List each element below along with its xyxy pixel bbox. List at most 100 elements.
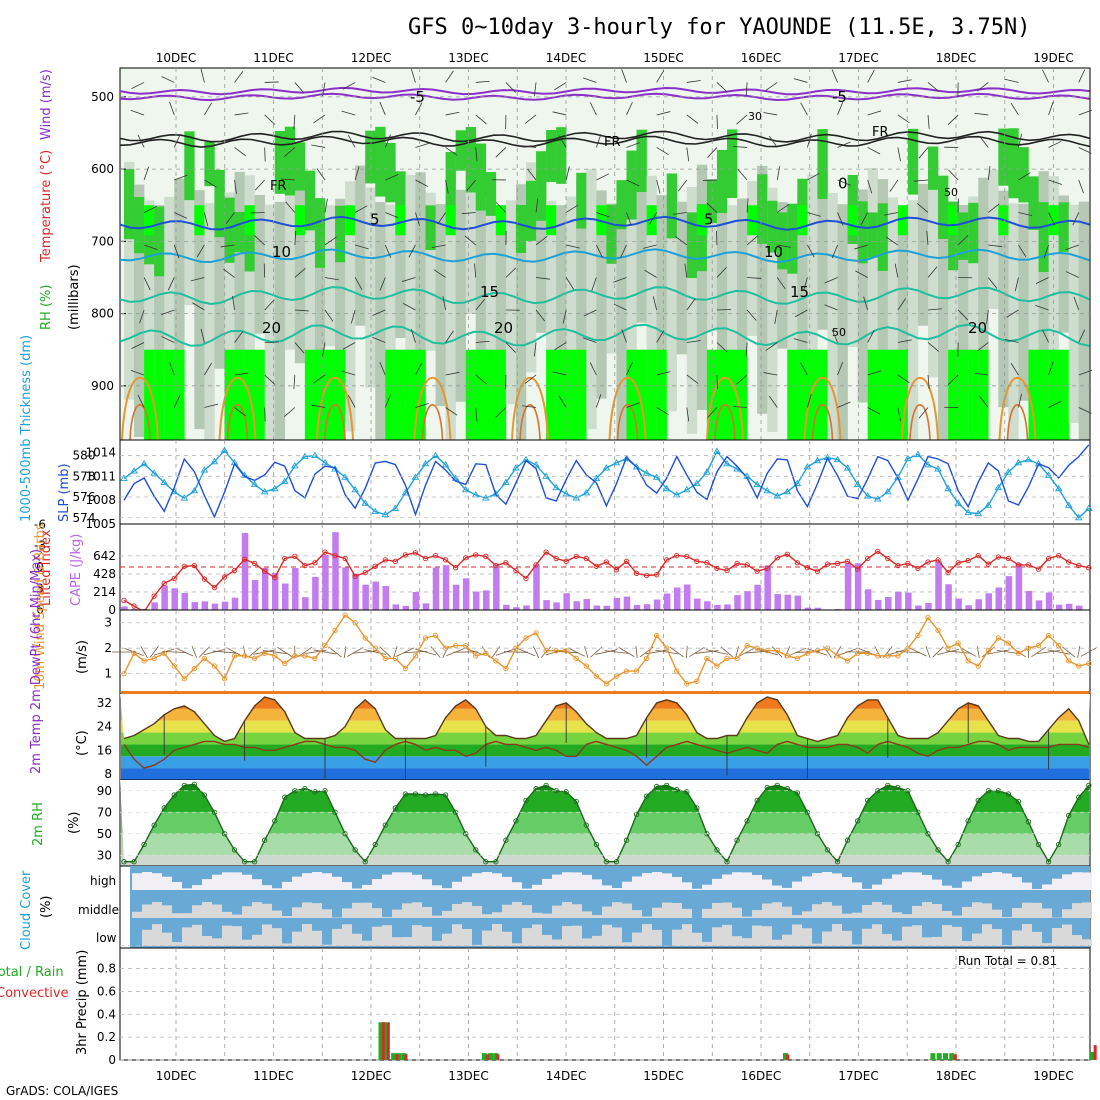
wind-barb xyxy=(889,179,899,192)
total-precip-bar xyxy=(391,1053,397,1060)
lifted-index-point xyxy=(804,565,811,571)
wind-barb xyxy=(196,244,205,258)
cape-bar xyxy=(483,590,490,610)
middle-cloud-bar xyxy=(522,905,532,918)
low-cloud-bar xyxy=(862,928,872,946)
high-cloud-bar xyxy=(312,872,322,890)
thickness-point xyxy=(421,459,430,467)
wind-speed-point xyxy=(432,632,439,639)
wind-barb xyxy=(831,244,838,259)
wind-barb xyxy=(897,407,901,422)
wind-barb xyxy=(433,269,446,278)
thickness-point xyxy=(190,486,199,494)
middle-cloud-bar xyxy=(422,906,432,918)
lifted-index-point xyxy=(1015,562,1022,568)
cape-bar xyxy=(754,584,761,610)
contour-minus5a xyxy=(119,86,1090,96)
middle-cloud-bar xyxy=(402,903,412,918)
surface-wind-barb xyxy=(263,650,287,654)
precip-tick-label: 0.4 xyxy=(97,1007,116,1021)
rh-column xyxy=(244,175,255,393)
thickness-point xyxy=(1014,458,1023,466)
rh-lowlevel-patch xyxy=(948,349,959,440)
middle-cloud-bar xyxy=(862,905,872,918)
surface-wind-barb xyxy=(328,646,342,658)
wind-barb xyxy=(621,69,627,83)
wind-barb xyxy=(143,277,151,291)
high-cloud-bar xyxy=(762,879,772,890)
wind-barb xyxy=(652,296,658,311)
middle-cloud-bar xyxy=(272,910,282,918)
wind-barb xyxy=(746,309,757,321)
middle-cloud-bar xyxy=(742,916,752,918)
top-day-label: 12DEC xyxy=(351,51,391,65)
top-day-label: 19DEC xyxy=(1033,51,1073,65)
thickness-point xyxy=(492,490,500,497)
rh-column xyxy=(395,194,406,338)
wind-barb xyxy=(707,407,718,419)
wind-speed-point xyxy=(292,653,298,659)
middle-cloud-bar xyxy=(542,913,552,918)
high-cloud-bar xyxy=(492,873,502,890)
middle-cloud-bar xyxy=(592,915,602,918)
middle-cloud-bar xyxy=(152,902,162,918)
convective-precip-bar xyxy=(404,1054,408,1060)
rh2m-point xyxy=(272,818,278,824)
cape-bar xyxy=(784,594,791,610)
wind-barb xyxy=(768,395,778,408)
wind-speed-point xyxy=(915,632,921,639)
bottom-day-label: 13DEC xyxy=(448,1069,488,1083)
wind-speed-point xyxy=(995,635,1001,641)
thickness-point xyxy=(984,501,993,508)
wind-barb xyxy=(626,362,633,376)
surface-wind-barb xyxy=(925,645,931,659)
low-cloud-bar xyxy=(912,925,922,946)
rh2m-point xyxy=(181,782,187,789)
bottom-day-label: 16DEC xyxy=(741,1069,781,1083)
wind-barb xyxy=(977,82,989,92)
thickness-point xyxy=(773,492,782,499)
wind-barb xyxy=(161,76,175,83)
lifted-index-point xyxy=(714,565,720,572)
thickness-point xyxy=(904,454,912,462)
contour-10 xyxy=(119,248,1090,264)
cape-bar xyxy=(623,596,631,610)
rh-moist-patch xyxy=(958,212,969,260)
rh-moist-patch xyxy=(536,151,547,221)
thickness-point xyxy=(813,456,822,464)
lifted-index-point xyxy=(684,553,690,559)
low-cloud-bar xyxy=(182,927,192,946)
wind-barb xyxy=(897,114,910,124)
wind-barb xyxy=(1042,69,1049,83)
wind-barb xyxy=(234,71,244,83)
cape-bars xyxy=(121,532,1083,610)
rh2m-point xyxy=(654,783,660,790)
top-day-label: 11DEC xyxy=(253,51,293,65)
rh-column xyxy=(696,164,708,410)
thickness-tick-label: 580 xyxy=(73,449,96,463)
rh-lowlevel-patch xyxy=(164,349,175,440)
low-cloud-bar xyxy=(732,936,742,946)
wind-barb xyxy=(1078,147,1092,154)
bottom-day-label: 15DEC xyxy=(643,1069,683,1083)
cape-bar xyxy=(874,599,882,610)
low-cloud-bar xyxy=(542,934,552,946)
lifted-index-point xyxy=(473,552,479,558)
wind-speed-point xyxy=(935,627,941,634)
wind-barb xyxy=(445,371,460,376)
wind-barb xyxy=(254,235,265,246)
wind-barbs xyxy=(130,68,1093,422)
freezing-level-label: FR xyxy=(270,179,287,194)
temperature-contour-label: 15 xyxy=(480,283,499,301)
thickness-point xyxy=(250,480,259,488)
high-cloud-bar xyxy=(542,878,552,890)
high-cloud-bar xyxy=(672,876,682,890)
rh-column xyxy=(586,169,597,430)
lifted-index-point xyxy=(1035,566,1042,572)
low-cloud-bar xyxy=(1012,930,1022,946)
lifted-index-point xyxy=(975,552,981,559)
lifted-index-point xyxy=(794,560,800,566)
wind-barb xyxy=(169,101,175,116)
middle-cloud-bar xyxy=(482,914,492,918)
